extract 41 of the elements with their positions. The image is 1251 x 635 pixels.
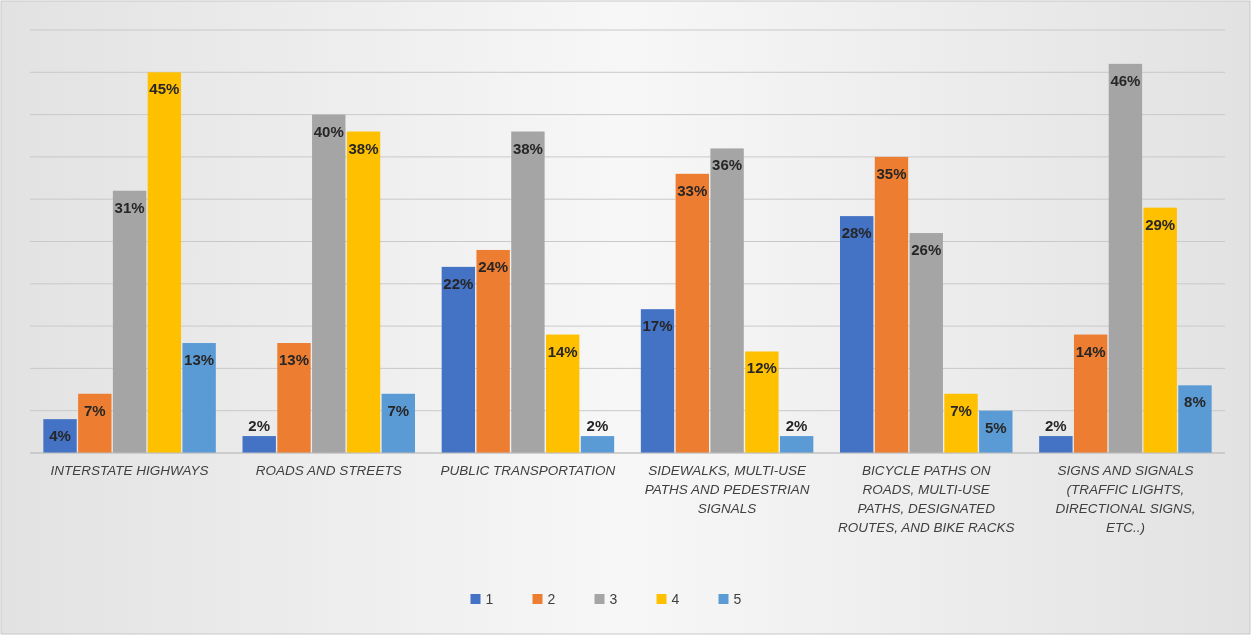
data-label: 14% — [1075, 342, 1106, 360]
data-label: 13% — [184, 351, 215, 369]
data-label: 14% — [547, 342, 578, 360]
data-label: 29% — [1145, 215, 1176, 233]
legend-label: 3 — [609, 591, 618, 607]
data-label: 22% — [443, 274, 474, 292]
legend-label: 5 — [733, 591, 742, 607]
data-label: 2% — [586, 417, 609, 435]
data-label: 2% — [1045, 417, 1067, 435]
data-label: 4% — [49, 427, 71, 445]
data-label: 28% — [841, 224, 872, 242]
data-label: 7% — [950, 401, 972, 419]
data-label: 8% — [1184, 393, 1206, 411]
x-tick-label: INTERSTATE HIGHWAYS — [50, 463, 209, 478]
legend-label: 2 — [547, 591, 556, 607]
legend-label: 4 — [671, 591, 680, 607]
data-label: 38% — [512, 139, 543, 157]
x-tick-label: BICYCLE PATHS ON ROADS, MULTI-USE PATHS, DESIGNATED ROUTES, AND BIKE RACKS — [837, 463, 1015, 535]
data-label: 45% — [149, 80, 180, 98]
data-label: 46% — [1110, 71, 1141, 89]
data-label: 17% — [642, 317, 673, 335]
data-label: 2% — [785, 417, 808, 435]
data-label: 13% — [278, 351, 309, 369]
data-label: 24% — [478, 257, 509, 275]
data-label: 38% — [348, 139, 379, 157]
data-label: 12% — [746, 359, 777, 377]
data-label: 31% — [114, 198, 145, 216]
x-tick-label: SIDEWALKS, MULTI-USE PATHS AND PEDESTRIAN SIGNALS — [644, 463, 810, 516]
data-label: 7% — [387, 401, 410, 419]
data-label: 5% — [984, 418, 1007, 436]
x-tick-label: ROADS AND STREETS — [255, 463, 402, 478]
x-tick-label: SIGNS AND SIGNALS (TRAFFIC LIGHTS, DIRECTIONAL SIGNS, ETC..) — [1055, 463, 1196, 535]
legend-label: 1 — [485, 591, 494, 607]
data-label: 35% — [876, 164, 907, 182]
data-label: 36% — [712, 156, 743, 174]
data-label: 7% — [83, 401, 106, 419]
x-tick-label: PUBLIC TRANSPORTATION — [440, 463, 616, 478]
data-label: 26% — [911, 241, 942, 259]
data-label: 33% — [677, 181, 708, 199]
data-label: 40% — [313, 122, 344, 140]
data-label: 2% — [248, 417, 271, 435]
